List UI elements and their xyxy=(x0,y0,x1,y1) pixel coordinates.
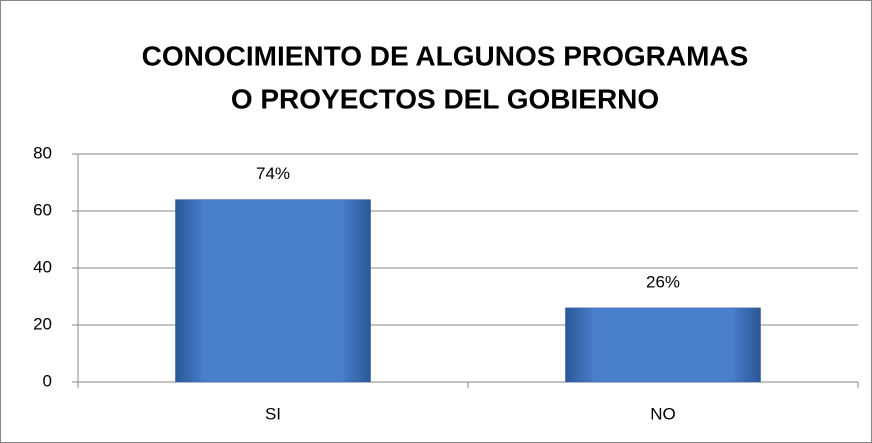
y-tick-label: 0 xyxy=(43,371,52,390)
y-tick-label: 20 xyxy=(33,314,52,333)
chart-title: CONOCIMIENTO DE ALGUNOS PROGRAMAS xyxy=(142,40,749,71)
y-tick-label: 40 xyxy=(33,257,52,276)
bar xyxy=(175,199,371,383)
data-label: 26% xyxy=(646,272,680,291)
chart-title: O PROYECTOS DEL GOBIERNO xyxy=(231,83,659,114)
y-tick-label: 60 xyxy=(33,200,52,219)
bar xyxy=(565,307,761,383)
data-label: 74% xyxy=(256,164,290,183)
y-tick-label: 80 xyxy=(33,143,52,162)
x-tick-label: NO xyxy=(650,404,676,423)
x-tick-label: SI xyxy=(265,404,281,423)
